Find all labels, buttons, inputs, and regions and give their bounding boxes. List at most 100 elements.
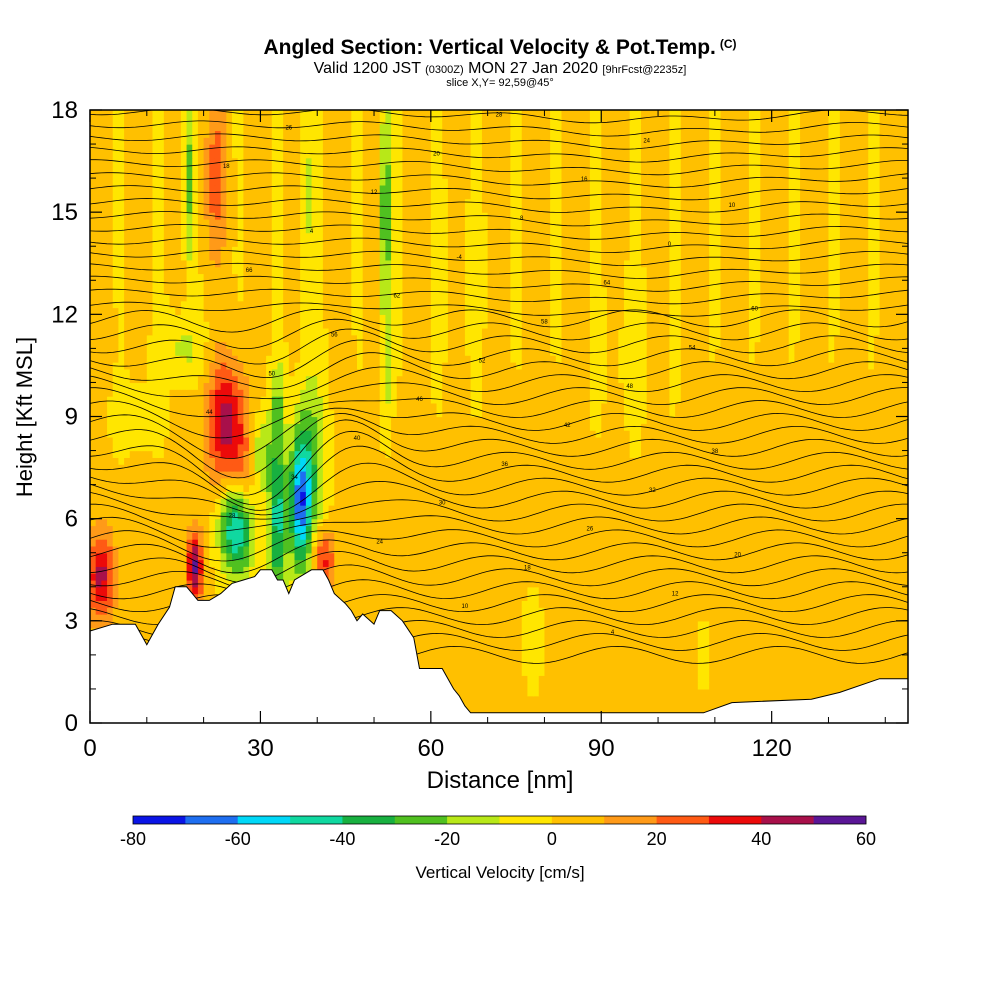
velocity-cell <box>692 566 699 574</box>
velocity-cell <box>197 573 205 581</box>
velocity-cell <box>828 682 835 690</box>
velocity-cell <box>362 607 369 615</box>
velocity-cell <box>374 600 381 608</box>
velocity-cell <box>578 620 585 629</box>
velocity-cell <box>266 484 273 493</box>
velocity-cell <box>203 593 210 601</box>
velocity-cell <box>760 695 767 704</box>
velocity-cell <box>760 641 767 649</box>
velocity-cell <box>499 682 506 690</box>
velocity-cell <box>481 525 489 533</box>
velocity-cell <box>890 518 898 527</box>
velocity-cell <box>504 525 511 533</box>
velocity-cell <box>146 566 154 574</box>
velocity-cell <box>169 525 176 533</box>
velocity-cell <box>601 511 608 520</box>
velocity-cell <box>510 579 517 588</box>
velocity-cell <box>419 566 426 574</box>
velocity-cell <box>709 532 716 540</box>
velocity-cell <box>811 675 818 683</box>
velocity-cell <box>385 545 392 554</box>
velocity-cell <box>658 545 665 554</box>
velocity-cell <box>516 552 523 561</box>
velocity-cell <box>890 668 898 676</box>
velocity-cell <box>124 593 131 601</box>
velocity-cell <box>95 600 102 608</box>
velocity-cell <box>107 579 114 588</box>
velocity-cell <box>356 525 364 533</box>
velocity-cell <box>220 518 227 527</box>
velocity-cell <box>680 661 688 670</box>
velocity-cell <box>516 695 523 704</box>
velocity-cell <box>385 559 392 567</box>
velocity-cell <box>544 498 551 506</box>
velocity-cell <box>663 675 671 683</box>
velocity-cell <box>692 634 699 642</box>
velocity-cell <box>856 559 864 567</box>
velocity-cell <box>555 675 563 683</box>
velocity-cell <box>851 661 858 670</box>
velocity-cell <box>731 505 739 513</box>
velocity-cell <box>413 566 421 574</box>
velocity-cell <box>851 675 858 683</box>
velocity-cell <box>658 682 665 690</box>
velocity-cell <box>771 539 778 547</box>
velocity-cell <box>487 688 494 697</box>
velocity-cell <box>623 607 631 615</box>
velocity-cell <box>493 641 500 649</box>
velocity-cell <box>879 668 886 676</box>
velocity-cell <box>339 511 347 520</box>
velocity-cell <box>447 614 455 622</box>
velocity-cell <box>697 579 705 588</box>
velocity-cell <box>516 654 523 663</box>
velocity-cell <box>402 511 409 520</box>
velocity-cell <box>578 559 585 567</box>
velocity-cell <box>890 498 898 506</box>
velocity-cell <box>828 614 835 622</box>
velocity-cell <box>834 539 841 547</box>
velocity-cell <box>209 566 216 574</box>
velocity-cell <box>260 525 267 533</box>
velocity-cell <box>669 518 676 527</box>
velocity-cell <box>430 532 438 540</box>
velocity-cell <box>675 593 682 601</box>
velocity-cell <box>686 620 693 629</box>
velocity-cell <box>675 634 682 642</box>
velocity-cell <box>283 579 290 588</box>
velocity-cell <box>322 498 330 506</box>
velocity-cell <box>765 525 773 533</box>
velocity-cell <box>419 634 426 642</box>
velocity-cell <box>459 682 466 690</box>
velocity-cell <box>288 552 296 561</box>
velocity-cell <box>686 491 693 499</box>
velocity-cell <box>856 566 864 574</box>
velocity-cell <box>589 573 597 581</box>
velocity-cell <box>584 675 591 683</box>
velocity-cell <box>237 518 244 527</box>
velocity-cell <box>748 511 756 520</box>
velocity-cell <box>135 559 142 567</box>
velocity-cell <box>107 559 114 567</box>
velocity-cell <box>470 702 477 710</box>
velocity-cell <box>345 600 352 608</box>
velocity-cell <box>203 545 210 554</box>
velocity-cell <box>834 682 841 690</box>
velocity-cell <box>675 573 682 581</box>
velocity-cell <box>623 600 631 608</box>
velocity-cell <box>516 484 523 493</box>
velocity-cell <box>589 484 597 493</box>
velocity-cell <box>578 586 585 595</box>
velocity-cell <box>567 688 574 697</box>
velocity-cell <box>493 654 500 663</box>
velocity-cell <box>379 559 386 567</box>
velocity-cell <box>658 532 665 540</box>
velocity-cell <box>203 498 210 506</box>
velocity-cell <box>351 539 358 547</box>
velocity-cell <box>533 702 540 710</box>
velocity-cell <box>652 600 659 608</box>
velocity-cell <box>95 539 102 547</box>
velocity-cell <box>544 695 551 704</box>
velocity-cell <box>379 532 386 540</box>
velocity-cell <box>743 498 750 506</box>
velocity-cell <box>851 668 858 676</box>
